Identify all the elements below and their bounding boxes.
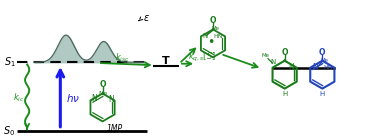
Text: HN: HN [213, 34, 223, 39]
Text: N: N [313, 63, 319, 72]
Text: N: N [288, 63, 294, 72]
Text: Me: Me [320, 58, 329, 63]
Text: O: O [99, 80, 106, 89]
Text: $S_0$: $S_0$ [3, 124, 15, 138]
Text: H: H [320, 91, 325, 97]
Text: O: O [319, 48, 326, 57]
Text: $k_{isc}$: $k_{isc}$ [115, 51, 130, 64]
Text: $k_{ic}$: $k_{ic}$ [13, 91, 25, 103]
Text: O: O [210, 16, 216, 25]
Text: Me: Me [99, 91, 108, 96]
Text: N: N [109, 95, 115, 104]
Text: Me: Me [262, 53, 270, 58]
Text: N: N [270, 59, 275, 65]
Text: $\varepsilon$: $\varepsilon$ [143, 13, 150, 23]
Text: H: H [282, 91, 287, 97]
Text: HN: HN [323, 65, 333, 70]
Text: 1MP: 1MP [107, 124, 123, 133]
Text: Me: Me [211, 26, 219, 31]
Text: N: N [91, 94, 97, 103]
Text: N: N [203, 33, 208, 39]
Text: •: • [207, 36, 215, 49]
Text: $k_{q,s}[S]$: $k_{q,s}[S]$ [188, 51, 216, 64]
Text: $S_1$: $S_1$ [3, 55, 15, 69]
Text: T: T [162, 56, 170, 66]
Text: $h\nu$: $h\nu$ [66, 92, 80, 104]
Text: O: O [281, 48, 288, 57]
